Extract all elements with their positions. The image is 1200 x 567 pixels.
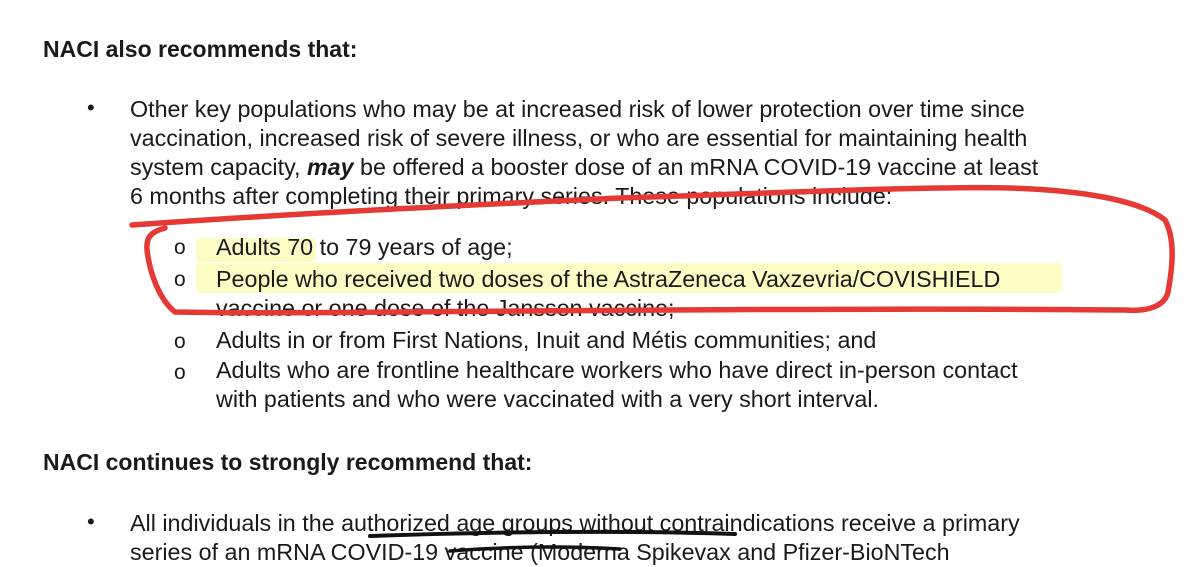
sub-item-line: Adults in or from First Nations, Inuit a… (216, 327, 877, 353)
paragraph-line: Other key populations who may be at incr… (130, 96, 1025, 122)
sub-item-adults-70-79: Adults 70 to 79 years of age; (216, 233, 513, 262)
paragraph-line: system capacity, may be offered a booste… (130, 153, 1200, 182)
sub-bullet-marker: o (174, 268, 186, 291)
text-segment: be offered a booster dose of an mRNA COV… (353, 154, 1039, 180)
bullet-paragraph-booster: Other key populations who may be at incr… (130, 95, 1200, 211)
paragraph-line: series of an mRNA COVID-19 vaccine (Mode… (130, 539, 950, 565)
sub-item-line: vaccine or one dose of the Janssen vacci… (216, 295, 675, 321)
sub-bullet-marker: o (174, 361, 186, 384)
bullet-paragraph-primary-series: All individuals in the authorized age gr… (130, 509, 1200, 567)
sub-item-line: People who received two doses of the Ast… (216, 266, 1001, 292)
emphasis-may: may (306, 154, 354, 180)
paragraph-line: 6 months after completing their primary … (130, 183, 893, 209)
sub-item-line: Adults who are frontline healthcare work… (216, 357, 1018, 383)
sub-item-first-nations: Adults in or from First Nations, Inuit a… (216, 326, 876, 355)
sub-item-astrazeneca: People who received two doses of the Ast… (216, 265, 1000, 323)
paragraph-line: All individuals in the authorized age gr… (130, 510, 1020, 536)
section-heading-also-recommends: NACI also recommends that: (43, 36, 358, 62)
paragraph-line: vaccination, increased risk of severe il… (130, 125, 1028, 151)
sub-item-line: Adults 70 to 79 years of age; (216, 234, 513, 260)
bullet-marker: • (87, 95, 95, 120)
sub-bullet-marker: o (174, 330, 186, 353)
text-segment: system capacity, (130, 154, 307, 180)
section-heading-continues-recommend: NACI continues to strongly recommend tha… (43, 449, 533, 475)
sub-bullet-marker: o (174, 236, 186, 259)
sub-item-frontline-workers: Adults who are frontline healthcare work… (216, 356, 1018, 414)
sub-item-line: with patients and who were vaccinated wi… (216, 386, 879, 412)
bullet-marker: • (87, 509, 95, 534)
